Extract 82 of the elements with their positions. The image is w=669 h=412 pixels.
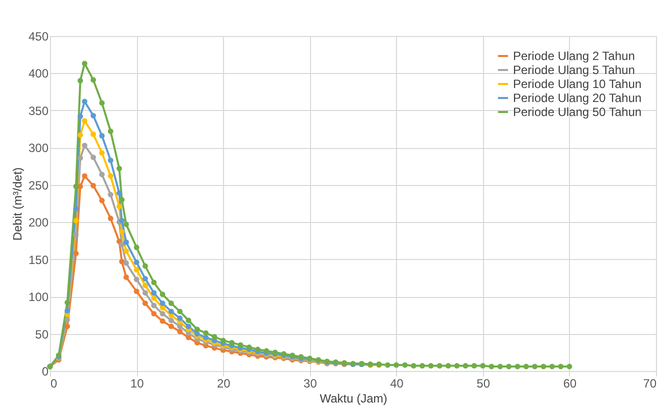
point: [73, 206, 79, 212]
point: [160, 318, 166, 324]
point: [78, 132, 84, 138]
point: [186, 324, 192, 330]
point: [82, 142, 88, 148]
point: [123, 248, 129, 254]
legend-label: Periode Ulang 50 Tahun: [513, 105, 642, 119]
point: [151, 290, 157, 296]
point: [90, 182, 96, 188]
point: [73, 232, 79, 238]
point: [177, 324, 183, 330]
point: [99, 198, 105, 204]
y-axis-title: Debit (m³/det): [10, 167, 24, 241]
point: [160, 300, 166, 306]
point: [123, 274, 129, 280]
point: [142, 276, 148, 282]
x-tick-label: 40: [390, 376, 404, 390]
legend-label: Periode Ulang 10 Tahun: [513, 77, 642, 91]
point: [177, 315, 183, 321]
point: [119, 229, 125, 235]
point: [116, 190, 122, 196]
point: [160, 310, 166, 316]
point: [119, 242, 125, 248]
x-axis-title: Waktu (Jam): [320, 392, 388, 406]
point: [168, 308, 174, 314]
point: [90, 132, 96, 137]
y-tick-label: 300: [28, 141, 49, 156]
x-tick-label: 50: [476, 376, 490, 390]
point: [108, 216, 114, 222]
point: [142, 290, 148, 296]
point: [108, 173, 114, 179]
point: [90, 154, 96, 160]
point: [151, 302, 157, 308]
point: [64, 316, 70, 322]
point: [142, 300, 148, 306]
point: [90, 112, 96, 118]
y-tick-label: 400: [28, 66, 49, 81]
point: [82, 173, 88, 179]
y-tick-label: 0: [42, 364, 49, 378]
y-tick-label: 100: [28, 290, 49, 304]
y-tick-label: 250: [28, 178, 49, 192]
point: [123, 260, 129, 266]
legend-label: Periode Ulang 5 Tahun: [513, 63, 635, 77]
point: [151, 295, 157, 301]
point: [108, 192, 114, 198]
point: [64, 308, 70, 314]
x-tick-label: 20: [216, 376, 231, 390]
x-tick-label: 60: [563, 376, 577, 390]
x-tick-label: 30: [304, 376, 318, 390]
x-tick-label: 0: [50, 376, 58, 390]
point: [82, 98, 88, 104]
point: [82, 118, 88, 124]
point: [134, 276, 140, 282]
point: [134, 267, 140, 272]
y-tick-label: 350: [28, 104, 49, 118]
point: [177, 328, 183, 334]
point: [119, 218, 125, 224]
y-tick-label: 200: [28, 216, 49, 230]
point: [64, 324, 70, 330]
point: [99, 133, 105, 138]
point: [78, 155, 84, 161]
point: [123, 239, 129, 245]
legend-label: Periode Ulang 2 Tahun: [513, 49, 635, 63]
x-tick-label: 70: [643, 376, 657, 390]
point: [108, 158, 114, 164]
y-tick-label: 150: [28, 252, 49, 267]
y-tick-label: 450: [28, 30, 49, 44]
point: [99, 150, 105, 156]
point: [78, 114, 84, 120]
point: [168, 318, 174, 324]
legend-label: Periode Ulang 20 Tahun: [513, 91, 642, 105]
point: [134, 260, 140, 266]
point: [116, 204, 122, 210]
point: [142, 282, 148, 288]
x-tick-label: 10: [130, 376, 144, 390]
y-tick-label: 50: [35, 327, 49, 342]
point: [73, 218, 79, 224]
point: [134, 288, 140, 294]
point: [99, 172, 105, 178]
point: [168, 324, 174, 330]
point: [151, 310, 157, 316]
point: [73, 250, 79, 256]
